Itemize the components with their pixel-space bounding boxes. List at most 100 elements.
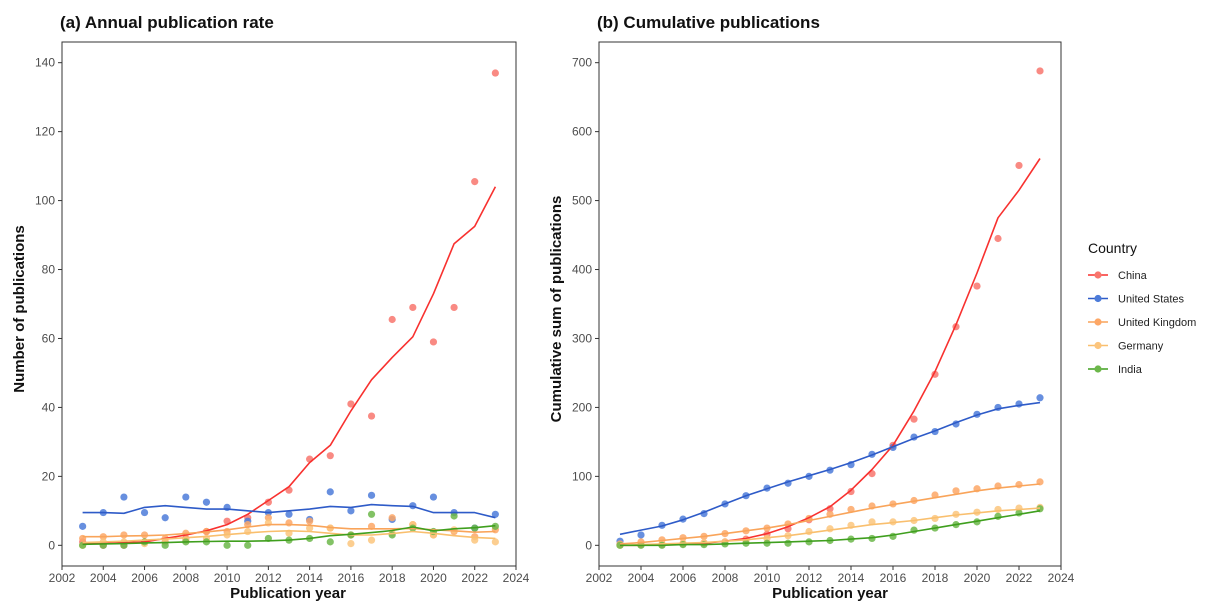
x-axis-title: Publication year — [230, 585, 346, 601]
data-point-united-states — [367, 491, 376, 499]
data-point-united-states — [491, 510, 499, 518]
y-tick-label: 120 — [35, 125, 55, 139]
data-point-united-kingdom — [264, 514, 272, 522]
x-tick-label: 2016 — [338, 571, 365, 585]
data-point-united-states — [637, 531, 645, 539]
legend-key-point — [1094, 271, 1102, 279]
data-point-united-kingdom — [306, 517, 314, 525]
y-tick-label: 400 — [572, 263, 592, 277]
data-point-china — [973, 282, 981, 290]
x-tick-label: 2002 — [586, 571, 613, 585]
data-point-united-states — [202, 498, 211, 506]
x-tick-label: 2024 — [503, 571, 530, 585]
trend-line-india — [82, 524, 496, 546]
legend-item-united-kingdom: United Kingdom — [1088, 317, 1196, 329]
legend-key-point — [1094, 294, 1102, 303]
y-tick-label: 40 — [42, 400, 56, 414]
x-tick-label: 2006 — [131, 571, 158, 585]
x-tick-label: 2016 — [880, 571, 907, 585]
plot-frame — [598, 41, 1062, 567]
y-tick-label: 0 — [48, 538, 55, 552]
legend-label: United Kingdom — [1118, 317, 1196, 329]
legend-title: Country — [1088, 240, 1137, 256]
y-tick-label: 700 — [572, 56, 592, 70]
y-tick-label: 300 — [572, 331, 592, 345]
data-point-united-states — [120, 493, 128, 501]
y-tick-label: 20 — [42, 469, 56, 483]
legend-label: United States — [1118, 294, 1185, 306]
legend-item-united-states: United States — [1088, 294, 1185, 306]
legend-item-china: China — [1088, 270, 1148, 282]
trend-line-germany — [619, 507, 1041, 547]
x-tick-label: 2024 — [1048, 571, 1075, 585]
data-point-china — [409, 303, 417, 312]
data-point-india — [161, 541, 169, 549]
x-tick-label: 2014 — [838, 571, 865, 585]
plot-frame — [61, 41, 517, 567]
x-tick-label: 2020 — [964, 571, 991, 585]
data-point-germany — [244, 527, 252, 536]
x-tick-label: 2004 — [90, 571, 117, 585]
legend-key-point — [1094, 318, 1102, 326]
chart-title: (b) Cumulative publications — [597, 13, 820, 32]
y-tick-label: 500 — [572, 194, 592, 208]
data-point-india — [326, 538, 334, 546]
x-tick-label: 2010 — [754, 571, 781, 585]
legend-item-germany: Germany — [1088, 341, 1164, 353]
y-axis-title: Cumulative sum of publications — [548, 196, 565, 423]
trend-line-united-states — [82, 503, 496, 519]
data-point-china — [491, 69, 499, 77]
x-axis-title: Publication year — [772, 585, 888, 601]
series-china — [616, 67, 1044, 549]
y-tick-label: 60 — [42, 331, 56, 345]
legend-item-india: India — [1088, 364, 1143, 376]
legend-key-point — [1094, 341, 1102, 350]
data-point-india — [784, 539, 792, 547]
data-point-india — [367, 510, 376, 518]
data-point-china — [471, 178, 479, 186]
x-tick-label: 2018 — [922, 571, 949, 585]
series-china — [79, 69, 499, 549]
x-tick-label: 2018 — [379, 571, 406, 585]
data-point-china — [367, 412, 376, 420]
data-point-united-kingdom — [388, 514, 396, 522]
data-point-china — [994, 234, 1002, 243]
panel-cumulative: (b) Cumulative publications Publication … — [548, 13, 1075, 602]
data-point-united-states — [285, 510, 293, 518]
trend-line-germany — [82, 530, 496, 544]
data-point-united-states — [347, 507, 355, 515]
x-tick-label: 2010 — [214, 571, 241, 585]
data-point-china — [847, 487, 855, 496]
y-tick-label: 200 — [572, 400, 592, 414]
data-point-united-states — [1036, 394, 1044, 402]
data-point-india — [450, 512, 458, 520]
data-point-united-states — [140, 508, 149, 517]
data-point-germany — [826, 525, 834, 533]
y-tick-label: 0 — [585, 538, 592, 552]
data-point-china — [264, 498, 272, 506]
y-tick-label: 80 — [42, 263, 56, 277]
data-point-united-kingdom — [1015, 481, 1023, 489]
data-point-china — [910, 415, 918, 423]
y-tick-label: 100 — [35, 194, 55, 208]
data-point-india — [223, 541, 231, 549]
data-point-india — [244, 541, 252, 549]
trend-line-china — [82, 186, 497, 545]
data-point-germany — [471, 536, 479, 544]
data-point-united-states — [182, 493, 190, 501]
data-point-united-states — [161, 514, 169, 522]
x-tick-label: 2008 — [172, 571, 199, 585]
legend-key-point — [1094, 365, 1102, 373]
x-tick-label: 2004 — [628, 571, 655, 585]
x-tick-label: 2020 — [420, 571, 447, 585]
data-point-united-kingdom — [120, 531, 128, 539]
data-point-china — [347, 400, 355, 408]
data-point-germany — [491, 538, 499, 546]
data-point-china — [326, 452, 334, 460]
data-point-united-states — [429, 493, 438, 501]
data-point-china — [1036, 67, 1044, 75]
legend-label: India — [1118, 364, 1143, 376]
y-tick-label: 140 — [35, 56, 55, 70]
data-point-united-states — [79, 522, 87, 530]
x-tick-label: 2002 — [49, 571, 76, 585]
